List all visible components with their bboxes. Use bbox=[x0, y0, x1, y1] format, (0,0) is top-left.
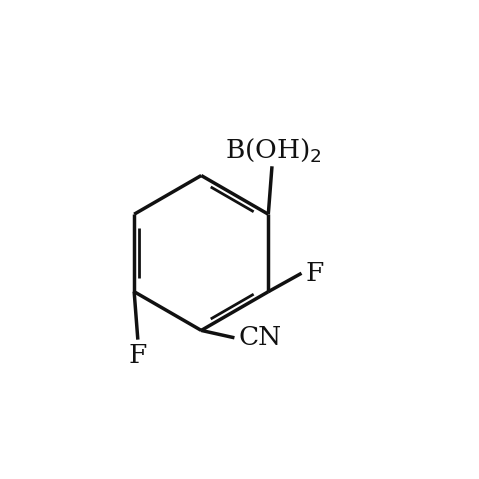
Text: F: F bbox=[305, 261, 323, 286]
Text: B(OH)$_2$: B(OH)$_2$ bbox=[226, 137, 322, 164]
Text: F: F bbox=[129, 343, 147, 368]
Text: CN: CN bbox=[238, 325, 281, 350]
